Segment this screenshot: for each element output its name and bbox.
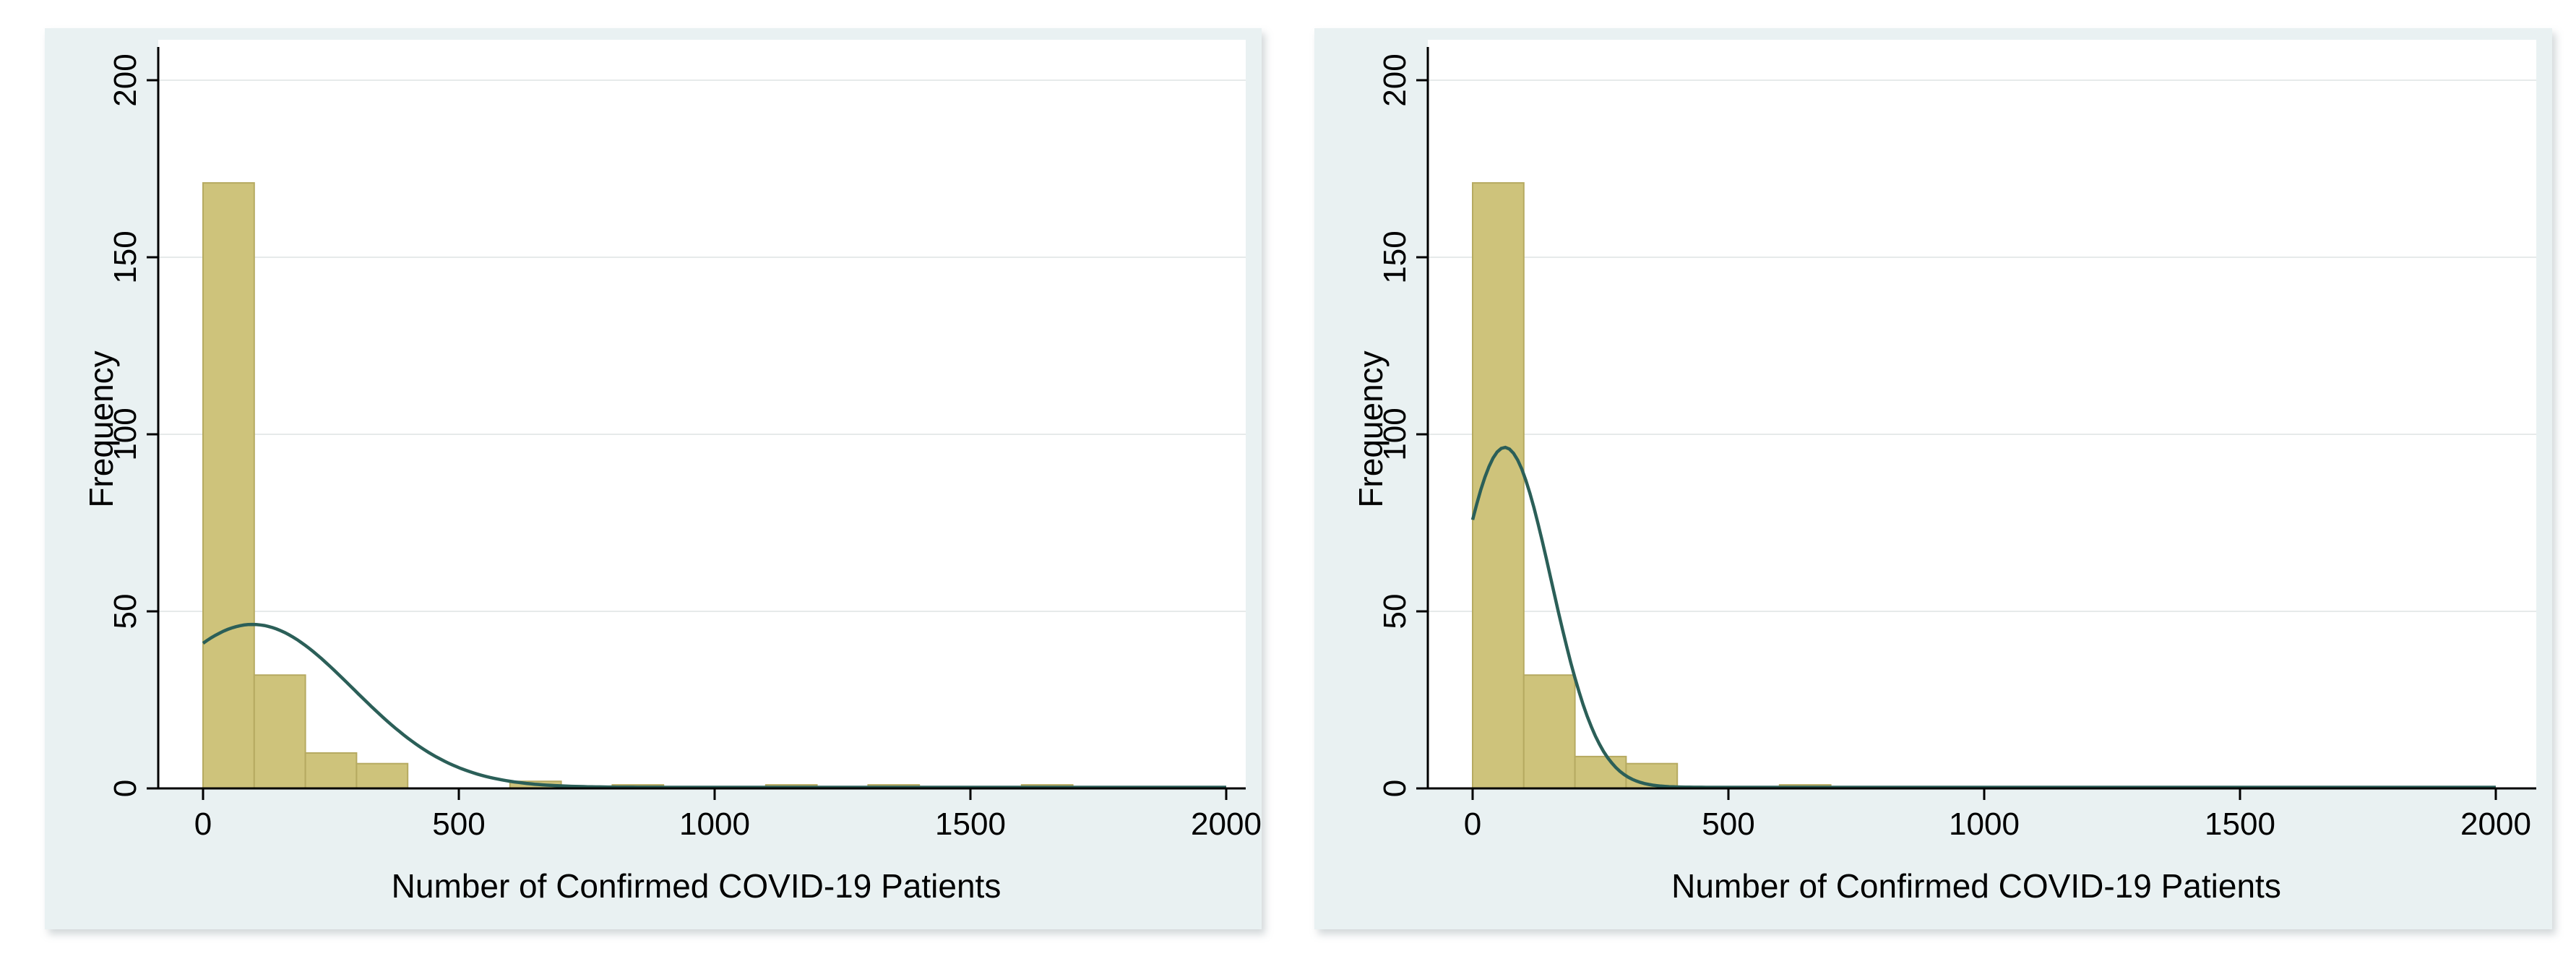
gridlines — [158, 79, 1246, 612]
y-axis — [1416, 47, 1429, 790]
plot-area — [1428, 40, 2536, 788]
gridlines — [1428, 79, 2536, 612]
histogram-canvas — [1416, 40, 2536, 800]
x-axis-title: Number of Confirmed COVID-19 Patients — [391, 867, 1001, 905]
y-tick-label-text: 100 — [108, 408, 143, 461]
y-tick-label-text: 50 — [108, 593, 143, 629]
y-tick-label-text: 200 — [1377, 53, 1413, 107]
histogram-bar — [356, 762, 409, 790]
x-tick-label-1000: 1000 — [1949, 806, 2020, 842]
right-histogram-figure: Frequency Number of Confirmed COVID-19 P… — [1314, 28, 2552, 929]
histogram-bar — [304, 752, 358, 789]
histogram-bar — [1522, 674, 1576, 790]
y-tick-label-text: 150 — [108, 231, 143, 284]
x-tick-label-1500: 1500 — [935, 806, 1006, 842]
x-tick-label-500: 500 — [1702, 806, 1755, 842]
histogram-bar — [1574, 755, 1627, 790]
x-axis — [158, 787, 1246, 800]
histogram-canvas — [147, 40, 1246, 800]
x-axis — [1428, 787, 2536, 800]
x-tick-label-500: 500 — [432, 806, 486, 842]
y-axis — [147, 47, 160, 790]
y-tick-label-text: 200 — [108, 53, 143, 107]
x-axis-title: Number of Confirmed COVID-19 Patients — [1671, 867, 2281, 905]
x-tick-label-2000: 2000 — [1191, 806, 1262, 842]
histogram-bar — [202, 182, 255, 790]
x-tick-label-0: 0 — [1463, 806, 1482, 842]
histogram-bar — [1472, 182, 1525, 790]
plot-area — [158, 40, 1246, 788]
x-tick-label-2000: 2000 — [2460, 806, 2531, 842]
x-tick-label-1000: 1000 — [679, 806, 750, 842]
y-tick-label-text: 0 — [1377, 779, 1413, 798]
histogram-bar — [253, 674, 306, 790]
left-histogram-figure: Frequency Number of Confirmed COVID-19 P… — [45, 28, 1262, 929]
y-tick-label-text: 50 — [1377, 593, 1413, 629]
y-tick-label-text: 150 — [1377, 231, 1413, 284]
x-tick-label-1500: 1500 — [2205, 806, 2275, 842]
y-tick-label-text: 0 — [108, 779, 143, 798]
y-tick-label-text: 100 — [1377, 408, 1413, 461]
x-tick-label-0: 0 — [194, 806, 212, 842]
